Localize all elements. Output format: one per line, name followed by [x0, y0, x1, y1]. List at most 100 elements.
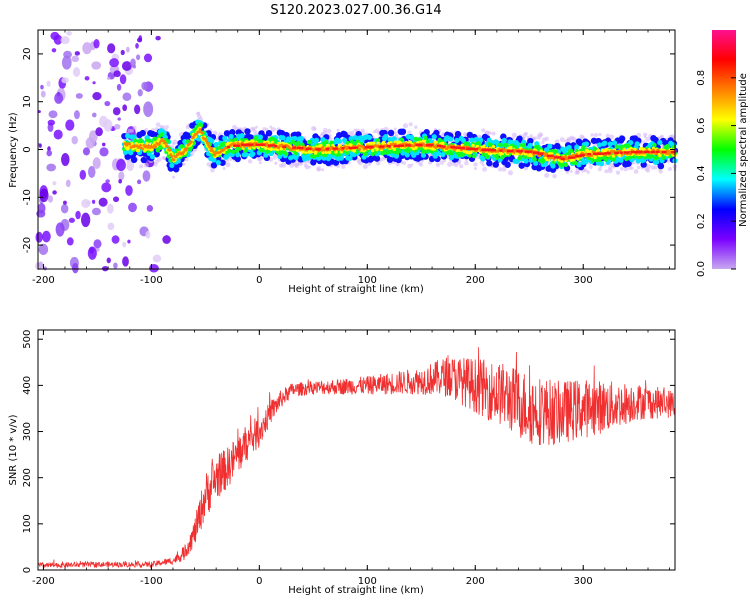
ridge-point	[547, 143, 553, 149]
noise-blob	[91, 207, 101, 216]
ridge-core	[268, 144, 276, 147]
ridge-core	[546, 154, 554, 157]
ridge-point	[387, 129, 395, 137]
ridge-halo	[270, 127, 276, 133]
ridge-halo	[633, 169, 639, 174]
ridge-point	[385, 149, 391, 155]
noise-blob	[111, 235, 120, 244]
ridge-halo	[321, 168, 325, 172]
ridge-point	[391, 136, 397, 142]
noise-blob	[60, 36, 70, 45]
snr-x-tick-label: 100	[358, 576, 377, 587]
spectrogram-x-ticks: -200 -100 0 100 200 300	[32, 30, 671, 286]
ridge-point	[141, 147, 145, 151]
noise-blob	[145, 230, 151, 239]
ridge-halo	[608, 166, 613, 171]
snr-background	[38, 330, 675, 570]
ridge-halo	[132, 125, 137, 130]
noise-blob	[98, 197, 108, 207]
ridge-halo	[253, 129, 258, 134]
noise-blob	[84, 76, 90, 81]
ridge-point	[203, 137, 207, 141]
snr-x-ticks: -200 -100 0 100 200 300	[32, 330, 671, 587]
ridge-core	[614, 151, 619, 155]
ridge-point	[456, 152, 462, 158]
ridge-halo	[529, 133, 533, 137]
ridge-point	[386, 156, 394, 163]
ridge-point	[482, 144, 486, 148]
ridge-point	[244, 128, 251, 135]
ridge-halo	[575, 170, 580, 175]
ridge-point	[329, 140, 334, 145]
ridge-halo	[588, 164, 593, 170]
ridge-point	[486, 160, 493, 167]
ridge-core	[619, 151, 623, 154]
ridge-point	[136, 148, 141, 153]
ridge-core	[233, 144, 240, 147]
ridge-point	[265, 129, 273, 137]
ridge-core	[364, 146, 373, 149]
ridge-halo	[643, 132, 648, 137]
ridge-halo	[619, 166, 624, 171]
ridge-halo	[583, 168, 588, 173]
ridge-point	[406, 148, 411, 154]
ridge-point	[213, 141, 219, 148]
ridge-core	[415, 143, 423, 147]
snr-x-tick-label: 200	[466, 576, 485, 587]
ridge-point	[298, 135, 305, 142]
ridge-point	[402, 142, 406, 146]
noise-blob	[107, 222, 115, 231]
ridge-point	[162, 139, 166, 143]
noise-blob	[122, 241, 127, 248]
ridge-halo	[586, 170, 590, 174]
ridge-point	[582, 159, 588, 165]
figure-title: S120.2023.027.00.36.G14	[270, 3, 441, 18]
ridge-halo	[473, 167, 477, 171]
ridge-point	[657, 139, 663, 146]
ridge-core	[516, 150, 523, 153]
snr-y-tick-label: 300	[22, 422, 33, 441]
ridge-halo	[172, 139, 178, 145]
ridge-halo	[157, 157, 162, 162]
ridge-core	[490, 148, 497, 152]
ridge-point	[294, 131, 302, 138]
colorbar-ticks: 0.0 0.2 0.4 0.6 0.8	[696, 70, 736, 277]
ridge-core	[655, 150, 660, 154]
ridge-point	[138, 146, 141, 149]
ridge-point	[170, 155, 174, 158]
noise-blob	[52, 190, 57, 195]
ridge-point	[532, 157, 537, 162]
ridge-point	[251, 139, 255, 143]
ridge-point	[593, 155, 597, 160]
ridge-point	[132, 138, 138, 143]
ridge-point	[300, 150, 305, 154]
snr-y-tick-label: 200	[22, 468, 33, 487]
noise-blob	[134, 104, 141, 115]
ridge-point	[397, 148, 402, 153]
ridge-core	[255, 143, 264, 146]
ridge-point	[404, 152, 410, 158]
ridge-point	[326, 143, 331, 148]
noise-blob	[95, 127, 103, 137]
ridge-point	[583, 141, 590, 147]
ridge-halo	[571, 136, 577, 142]
ridge-halo	[482, 166, 487, 172]
noise-blob	[116, 158, 126, 172]
ridge-halo	[605, 133, 610, 138]
ridge-halo	[615, 170, 621, 175]
ridge-halo	[603, 163, 607, 167]
ridge-point	[518, 162, 525, 169]
snr-x-label: Height of straight line (km)	[288, 585, 424, 596]
ridge-point	[654, 159, 660, 165]
ridge-halo	[410, 163, 414, 167]
ridge-point	[184, 132, 192, 139]
ridge-point	[420, 152, 427, 158]
noise-blob	[50, 31, 60, 41]
snr-frame	[37, 329, 676, 571]
noise-blob	[143, 101, 154, 117]
ridge-point	[219, 150, 222, 154]
noise-blob	[99, 147, 109, 157]
ridge-core	[506, 149, 514, 153]
ridge-core	[455, 146, 462, 149]
ridge-point	[533, 160, 539, 166]
